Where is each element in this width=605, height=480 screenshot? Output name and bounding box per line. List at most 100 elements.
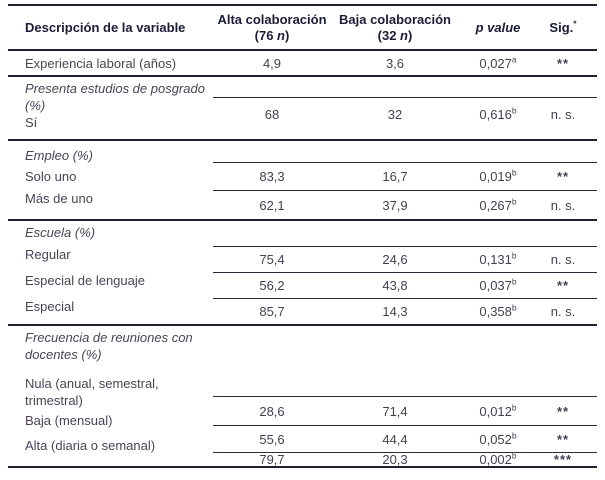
cell-pvalue: 0,131b <box>459 250 537 267</box>
cell-baja: 14,3 <box>382 304 408 319</box>
cell-pvalue: 0,019b <box>459 167 537 184</box>
section-posgrado: Presenta estudios de posgrado (%) Sí 68 … <box>8 77 597 141</box>
cell-pvalue: 0,012b <box>459 402 537 419</box>
row-label: Más de uno <box>25 191 93 206</box>
section-labels: Presenta estudios de posgrado (%) Sí <box>8 77 213 139</box>
pvalue-superscript: b <box>511 302 517 313</box>
cell-baja: 71,4 <box>382 403 408 419</box>
section-values: 83,3 16,7 0,019b ** 62,1 37,9 0,267b n. … <box>213 141 597 219</box>
cell-sig: ** <box>556 278 570 293</box>
row-label: Regular <box>25 247 71 262</box>
spacer <box>213 221 597 246</box>
pvalue-superscript: b <box>511 167 517 178</box>
cell-pvalue: 0,616b <box>459 105 537 122</box>
pvalue-superscript: b <box>511 105 517 116</box>
cell-sig: ** <box>556 403 570 419</box>
column-header-baja-colaboracion: Baja colaboración (32 n) <box>331 12 459 44</box>
section-escuela: Escuela (%) Regular Especial de lenguaje… <box>8 221 597 326</box>
cell-alta: 55,6 <box>259 431 285 447</box>
section-title: Frecuencia de reuniones con docentes (%) <box>25 330 193 362</box>
column-header-alta-line1: Alta colaboración <box>217 11 327 27</box>
section-labels: Frecuencia de reuniones con docentes (%)… <box>8 326 213 466</box>
sig-footnote-asterisk: * <box>573 18 577 29</box>
cell-sig: n. s. <box>550 304 576 319</box>
spacer <box>213 326 597 396</box>
row-label: Solo uno <box>25 169 77 184</box>
pvalue-number: 0,052 <box>479 431 512 447</box>
column-header-alta-colaboracion: Alta colaboración (76 n) <box>213 12 331 44</box>
pvalue-number: 0,002 <box>479 452 512 467</box>
cell-sig: n. s. <box>550 252 576 267</box>
column-header-baja-line1: Baja colaboración <box>339 11 451 27</box>
table-header-row: Descripción de la variable Alta colabora… <box>8 6 597 51</box>
sig-label: Sig. <box>549 19 574 35</box>
pvalue-superscript: b <box>511 402 517 413</box>
pvalue-number: 0,267 <box>479 197 512 213</box>
column-header-baja-count: (32 n) <box>331 28 459 44</box>
cell-pvalue: 0,037b <box>459 276 537 293</box>
pvalue-superscript: a <box>511 54 517 65</box>
alta-count-open: (76 <box>254 27 278 43</box>
cell-sig: n. s. <box>550 197 576 213</box>
data-row: 83,3 16,7 0,019b ** <box>213 162 597 190</box>
cell-baja: 24,6 <box>382 252 408 267</box>
data-row: 79,7 20,3 0,002b *** <box>213 450 597 467</box>
column-header-description: Descripción de la variable <box>25 19 186 35</box>
row-label: Especial de lenguaje <box>25 273 145 288</box>
baja-n-symbol: n <box>400 27 408 43</box>
section-title: Escuela (%) <box>25 225 96 240</box>
column-header-pvalue: p value <box>475 19 521 35</box>
baja-count-open: (32 <box>377 27 401 43</box>
row-label: Sí <box>25 115 38 130</box>
row-label: Especial <box>25 299 75 314</box>
pvalue-superscript: b <box>511 276 517 287</box>
pvalue-superscript: b <box>511 196 517 207</box>
cell-pvalue: 0,052b <box>459 431 537 447</box>
alta-n-symbol: n <box>277 27 285 43</box>
cell-baja: 43,8 <box>382 278 408 293</box>
row-label: Alta (diaria o semanal) <box>25 438 156 453</box>
cell-baja: 20,3 <box>382 452 408 467</box>
cell-sig: n. s. <box>550 107 576 122</box>
pvalue-number: 0,027 <box>479 55 512 71</box>
baja-count-close: ) <box>408 27 413 43</box>
section-values: 28,6 71,4 0,012b ** 55,6 44,4 0,052b ** … <box>213 326 597 467</box>
cell-baja: 37,9 <box>382 197 408 213</box>
section-empleo: Empleo (%) Solo uno Más de uno 83,3 16,7… <box>8 141 597 221</box>
cell-baja: 16,7 <box>382 169 408 184</box>
cell-baja: 44,4 <box>382 431 408 447</box>
spacer <box>213 77 597 97</box>
section-values: 68 32 0,616b n. s. <box>213 77 597 139</box>
row-label: Nula (anual, semestral, trimestral) <box>25 376 159 408</box>
data-row: 68 32 0,616b n. s. <box>213 97 597 139</box>
cell-alta: 85,7 <box>259 304 285 319</box>
data-row: 85,7 14,3 0,358b n. s. <box>213 298 597 324</box>
cell-baja: 32 <box>387 107 403 122</box>
cell-sig: ** <box>556 431 570 447</box>
column-header-sig: Sig.* <box>537 18 597 36</box>
cell-pvalue: 0,267b <box>459 196 537 213</box>
section-title: Presenta estudios de posgrado (%) <box>25 81 205 113</box>
data-row: 55,6 44,4 0,052b ** <box>213 425 597 452</box>
row-label: Baja (mensual) <box>25 413 113 428</box>
cell-alta: 79,7 <box>259 452 285 467</box>
cell-sig: ** <box>556 55 570 71</box>
cell-pvalue: 0,002b <box>459 450 537 467</box>
section-values: 75,4 24,6 0,131b n. s. 56,2 43,8 0,037b … <box>213 221 597 324</box>
column-header-alta-count: (76 n) <box>213 28 331 44</box>
pvalue-number: 0,616 <box>479 107 512 122</box>
pvalue-superscript: b <box>511 250 517 261</box>
pvalue-superscript: b <box>511 450 517 461</box>
section-frecuencia-reuniones: Frecuencia de reuniones con docentes (%)… <box>8 326 597 467</box>
cell-alta: 68 <box>264 107 280 122</box>
section-labels: Empleo (%) Solo uno Más de uno <box>8 141 213 219</box>
cell-alta: 75,4 <box>259 252 285 267</box>
data-row: 75,4 24,6 0,131b n. s. <box>213 246 597 272</box>
data-row: 28,6 71,4 0,012b ** <box>213 396 597 425</box>
cell-baja: 3,6 <box>385 55 405 71</box>
row-experiencia-laboral: Experiencia laboral (años) 4,9 3,6 0,027… <box>8 51 597 77</box>
data-row: 56,2 43,8 0,037b ** <box>213 272 597 298</box>
row-label: Experiencia laboral (años) <box>25 55 177 71</box>
cell-alta: 28,6 <box>259 403 285 419</box>
data-row: 62,1 37,9 0,267b n. s. <box>213 190 597 219</box>
